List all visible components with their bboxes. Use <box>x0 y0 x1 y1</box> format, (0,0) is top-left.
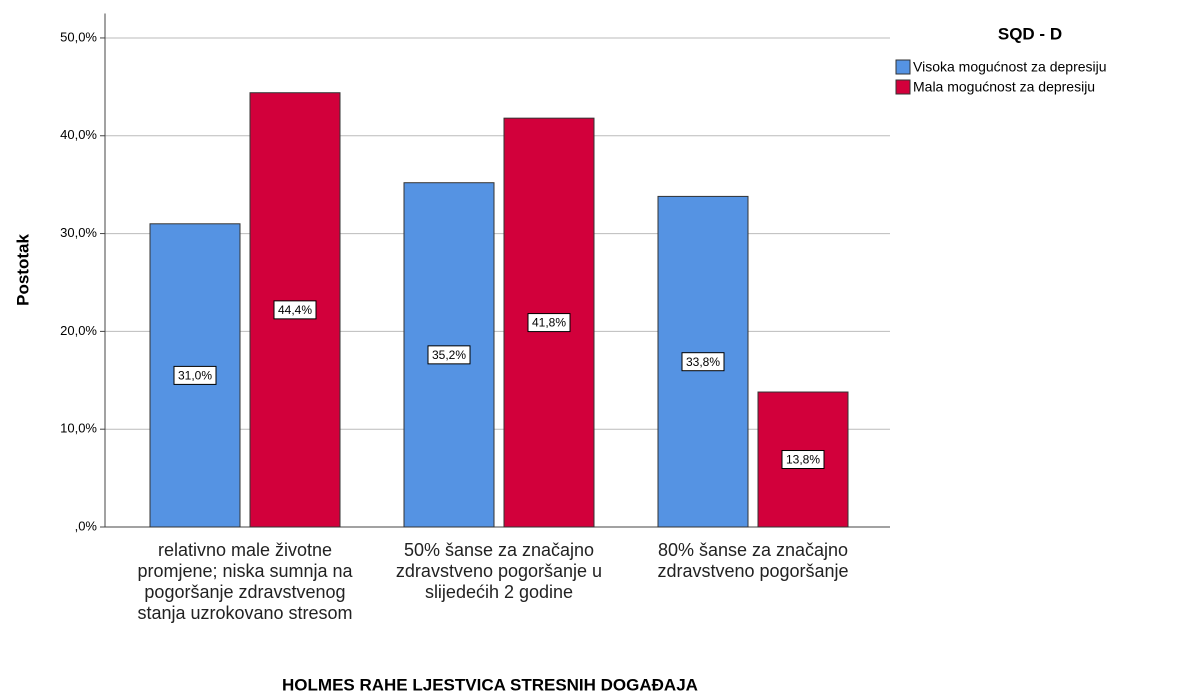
legend-label: Mala mogućnost za depresiju <box>913 79 1095 95</box>
value-label: 13,8% <box>786 453 820 467</box>
y-tick-label: 40,0% <box>60 127 97 142</box>
value-label-box <box>681 352 725 372</box>
y-tick-label: ,0% <box>75 518 98 533</box>
value-label-box <box>527 313 571 333</box>
value-label: 33,8% <box>686 355 720 369</box>
legend-swatch <box>895 59 911 75</box>
x-tick-label: 80% šanse za značajno zdravstveno pogorš… <box>657 540 849 581</box>
y-tick-label: 50,0% <box>60 29 97 44</box>
legend-title: SQD - D <box>998 24 1062 43</box>
value-label-box <box>273 300 317 320</box>
x-tick-label: relativno male životne promjene; niska s… <box>137 540 353 623</box>
value-label: 41,8% <box>532 316 566 330</box>
value-label-box <box>427 345 471 365</box>
y-tick-label: 30,0% <box>60 225 97 240</box>
value-label-box <box>173 365 217 385</box>
x-tick-label: 50% šanse za značajno zdravstveno pogorš… <box>395 540 603 602</box>
value-label: 44,4% <box>278 303 312 317</box>
value-label: 31,0% <box>178 369 212 383</box>
value-label: 35,2% <box>432 348 466 362</box>
value-label-box <box>781 450 825 470</box>
legend-label: Visoka mogućnost za depresiju <box>913 59 1107 75</box>
y-tick-label: 10,0% <box>60 421 97 436</box>
legend-swatch <box>895 79 911 95</box>
y-axis-title: Postotak <box>13 234 32 306</box>
x-axis-title: HOLMES RAHE LJESTVICA STRESNIH DOGAĐAJA <box>282 675 698 694</box>
y-tick-label: 20,0% <box>60 323 97 338</box>
